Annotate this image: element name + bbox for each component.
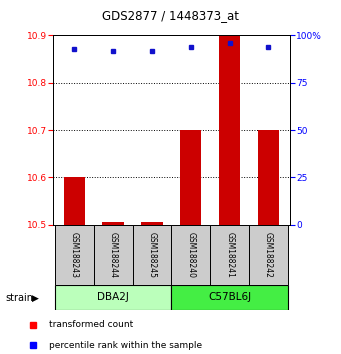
Text: GDS2877 / 1448373_at: GDS2877 / 1448373_at <box>102 10 239 22</box>
Text: GSM188244: GSM188244 <box>108 232 118 278</box>
Bar <box>172 225 210 285</box>
Text: C57BL6J: C57BL6J <box>208 292 251 302</box>
Bar <box>210 225 249 285</box>
Bar <box>172 285 288 310</box>
Bar <box>258 130 279 225</box>
Bar <box>219 35 240 225</box>
Text: GSM188242: GSM188242 <box>264 232 273 278</box>
Text: GSM188245: GSM188245 <box>147 232 157 278</box>
Text: GSM188241: GSM188241 <box>225 232 234 278</box>
Text: transformed count: transformed count <box>49 320 133 329</box>
Text: ▶: ▶ <box>32 293 39 303</box>
Bar <box>55 285 171 310</box>
Bar <box>102 222 124 225</box>
Bar <box>141 222 163 225</box>
Text: GSM188243: GSM188243 <box>70 232 79 278</box>
Text: GSM188240: GSM188240 <box>186 232 195 278</box>
Bar <box>180 130 202 225</box>
Bar <box>133 225 172 285</box>
Bar <box>63 177 85 225</box>
Bar <box>55 225 94 285</box>
Bar <box>94 225 133 285</box>
Text: DBA2J: DBA2J <box>97 292 129 302</box>
Text: strain: strain <box>5 293 33 303</box>
Text: percentile rank within the sample: percentile rank within the sample <box>49 341 202 349</box>
Bar <box>249 225 288 285</box>
